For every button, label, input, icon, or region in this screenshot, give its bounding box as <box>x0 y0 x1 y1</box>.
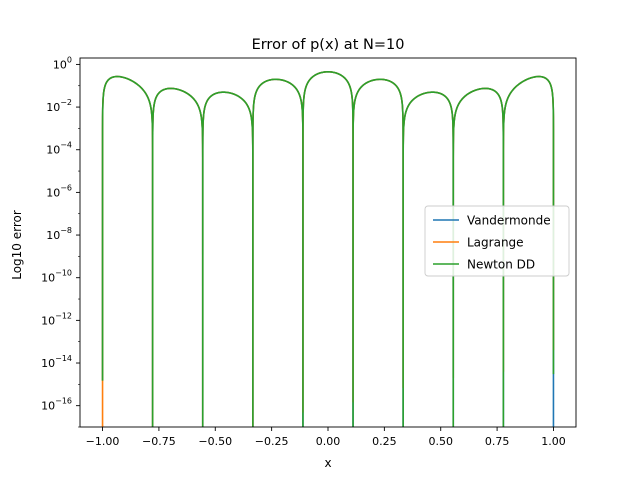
y-tick-label: 10−2 <box>46 98 72 114</box>
axes-layer: −1.00 −0.75 −0.50 −0.25 0.00 0.25 0.50 0.75 1.00… <box>41 55 577 448</box>
y-tick-label: 10−4 <box>46 141 72 157</box>
x-tick-label: −0.50 <box>198 435 232 448</box>
x-tick-label: 0.50 <box>428 435 453 448</box>
x-tick-label: 0.25 <box>372 435 397 448</box>
x-axis-label: x <box>324 456 331 470</box>
legend: Vandermonde Lagrange Newton DD <box>424 205 570 277</box>
x-tick-label: −1.00 <box>86 435 120 448</box>
y-tick-label: 10−12 <box>41 311 72 327</box>
series-layer <box>101 71 555 427</box>
series-line-newton-dd <box>101 71 555 427</box>
y-tick-label: 10−10 <box>41 269 72 285</box>
legend-entry: Lagrange <box>467 236 524 250</box>
y-axis-label: Log10 error <box>10 210 24 280</box>
y-tick-label: 100 <box>53 55 72 71</box>
y-tick-label: 10−16 <box>41 397 72 413</box>
x-tick-label: −0.75 <box>142 435 176 448</box>
y-tick-label: 10−8 <box>46 226 72 242</box>
legend-entry: Vandermonde <box>467 214 551 228</box>
x-tick-label: 0.75 <box>485 435 510 448</box>
x-tick-label: 1.00 <box>541 435 566 448</box>
y-tick-label: 10−14 <box>41 354 72 370</box>
legend-entry: Newton DD <box>467 258 535 272</box>
x-tick-label: −0.25 <box>255 435 289 448</box>
chart-title: Error of p(x) at N=10 <box>252 37 405 53</box>
legend-box <box>424 205 570 277</box>
x-tick-label: 0.00 <box>316 435 341 448</box>
y-tick-label: 10−6 <box>46 183 72 199</box>
